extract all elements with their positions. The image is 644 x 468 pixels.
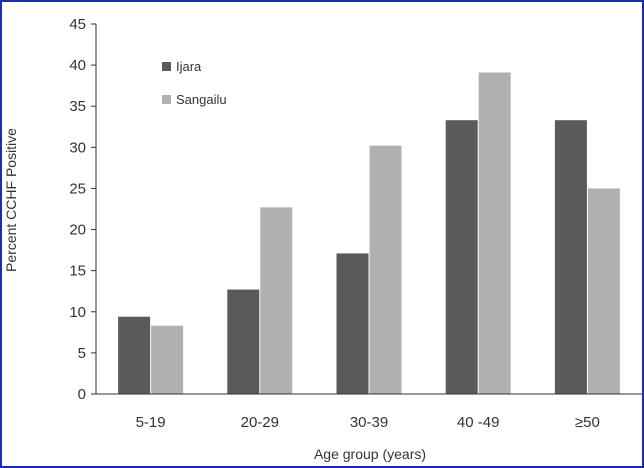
x-tick-label: 40 -49 (457, 414, 500, 431)
y-tick-label: 25 (69, 180, 86, 197)
bar-ijara-4 (554, 120, 587, 394)
bar-ijara-0 (118, 316, 151, 394)
bar-ijara-1 (227, 289, 260, 394)
y-tick-label: 15 (69, 263, 86, 280)
bar-ijara-2 (336, 253, 369, 394)
legend-swatch-sangailu (162, 95, 171, 104)
y-tick-label: 0 (78, 386, 86, 403)
bar-sangailu-4 (587, 188, 620, 394)
y-tick-label: 5 (78, 345, 86, 362)
y-axis-title: Percent CCHF Positive (3, 128, 19, 272)
x-axis-title: Age group (years) (314, 446, 426, 462)
bar-sangailu-3 (478, 72, 511, 394)
x-axis-ticks: 5-19 20-29 30-39 40 -49 ≥50 (136, 414, 600, 431)
x-tick-label: 20-29 (241, 414, 279, 431)
x-tick-label: 30-39 (350, 414, 388, 431)
y-tick-label: 20 (69, 222, 86, 239)
y-tick-label: 30 (69, 139, 86, 156)
y-tick-label: 10 (69, 304, 86, 321)
bar-sangailu-1 (260, 207, 293, 394)
bar-ijara-3 (445, 120, 478, 394)
bar-sangailu-0 (151, 325, 184, 394)
y-tick-label: 45 (69, 16, 86, 33)
y-tick-label: 40 (69, 57, 86, 74)
legend-label-ijara: Ijara (176, 59, 202, 74)
x-tick-label: 5-19 (136, 414, 166, 431)
legend-swatch-ijara (162, 62, 171, 71)
y-axis-ticks: 0 5 10 15 20 25 30 35 40 45 (69, 16, 96, 403)
legend-label-sangailu: Sangailu (176, 92, 227, 107)
bars (118, 72, 620, 394)
y-tick-label: 35 (69, 98, 86, 115)
legend: Ijara Sangailu (162, 59, 227, 107)
x-tick-label: ≥50 (575, 414, 600, 431)
bar-sangailu-2 (369, 145, 402, 394)
